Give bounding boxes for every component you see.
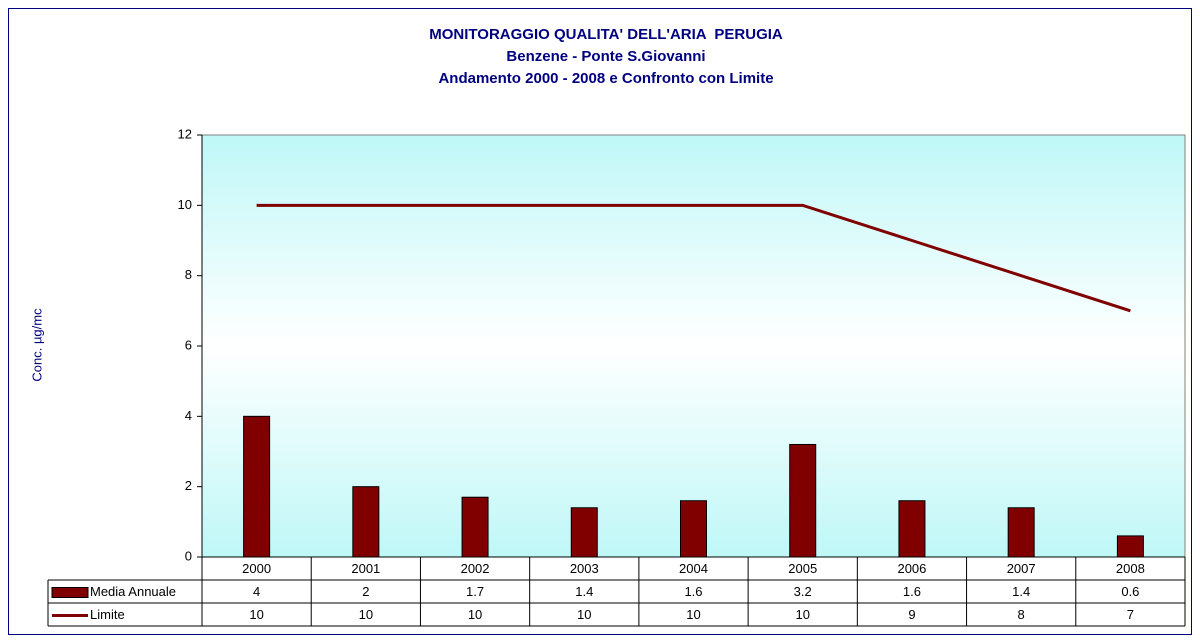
y-tick-label: 4	[185, 408, 192, 423]
line	[256, 203, 1131, 313]
bar	[570, 507, 598, 558]
chart-title: MONITORAGGIO QUALITA' DELL'ARIA PERUGIA	[429, 26, 783, 43]
data-table-value: 2	[362, 584, 369, 599]
chart-subtitle: Benzene - Ponte S.Giovanni	[506, 48, 705, 65]
y-tick-label: 2	[185, 478, 192, 493]
data-table-value: 8	[1018, 607, 1025, 622]
bar	[461, 496, 489, 558]
bar	[1007, 507, 1035, 558]
y-tick-label: 8	[185, 267, 192, 282]
legend-key	[51, 587, 89, 598]
y-tick-label: 12	[178, 126, 192, 141]
data-table-value: 1.4	[1012, 584, 1030, 599]
data-table-value: 4	[253, 584, 260, 599]
y-tick-label: 0	[185, 548, 192, 563]
bar	[1116, 535, 1144, 558]
plot-area	[201, 134, 1186, 558]
data-table-value: 1.4	[575, 584, 593, 599]
x-tick-label: 2007	[1007, 561, 1036, 576]
bar	[243, 415, 271, 558]
data-table-value: 1.6	[903, 584, 921, 599]
data-table-value: 10	[468, 607, 482, 622]
data-table-value: 7	[1127, 607, 1134, 622]
data-table-value: 9	[908, 607, 915, 622]
x-tick-label: 2000	[242, 561, 271, 576]
data-table-value: 1.6	[684, 584, 702, 599]
x-tick-label: 2005	[788, 561, 817, 576]
data-table-value: 10	[577, 607, 591, 622]
legend-label: Media Annuale	[90, 584, 176, 599]
data-table-value: 10	[359, 607, 373, 622]
y-tick-label: 6	[185, 337, 192, 352]
bar	[789, 443, 817, 558]
bar	[352, 486, 380, 558]
data-table-value: 0.6	[1121, 584, 1139, 599]
x-tick-label: 2008	[1116, 561, 1145, 576]
y-axis-label: Conc. µg/mc	[29, 308, 44, 382]
data-table-value: 10	[795, 607, 809, 622]
x-tick-label: 2003	[570, 561, 599, 576]
data-table-value: 10	[686, 607, 700, 622]
x-tick-label: 2002	[461, 561, 490, 576]
legend-label: Limite	[90, 607, 125, 622]
y-tick-label: 10	[178, 197, 192, 212]
data-table-value: 10	[249, 607, 263, 622]
x-tick-label: 2001	[351, 561, 380, 576]
bar	[680, 500, 707, 558]
chart-subtitle: Andamento 2000 - 2008 e Confronto con Li…	[438, 70, 773, 87]
data-table-value: 1.7	[466, 584, 484, 599]
x-tick-label: 2006	[897, 561, 926, 576]
x-tick-label: 2004	[679, 561, 708, 576]
bar	[898, 500, 926, 558]
data-table-value: 3.2	[794, 584, 812, 599]
